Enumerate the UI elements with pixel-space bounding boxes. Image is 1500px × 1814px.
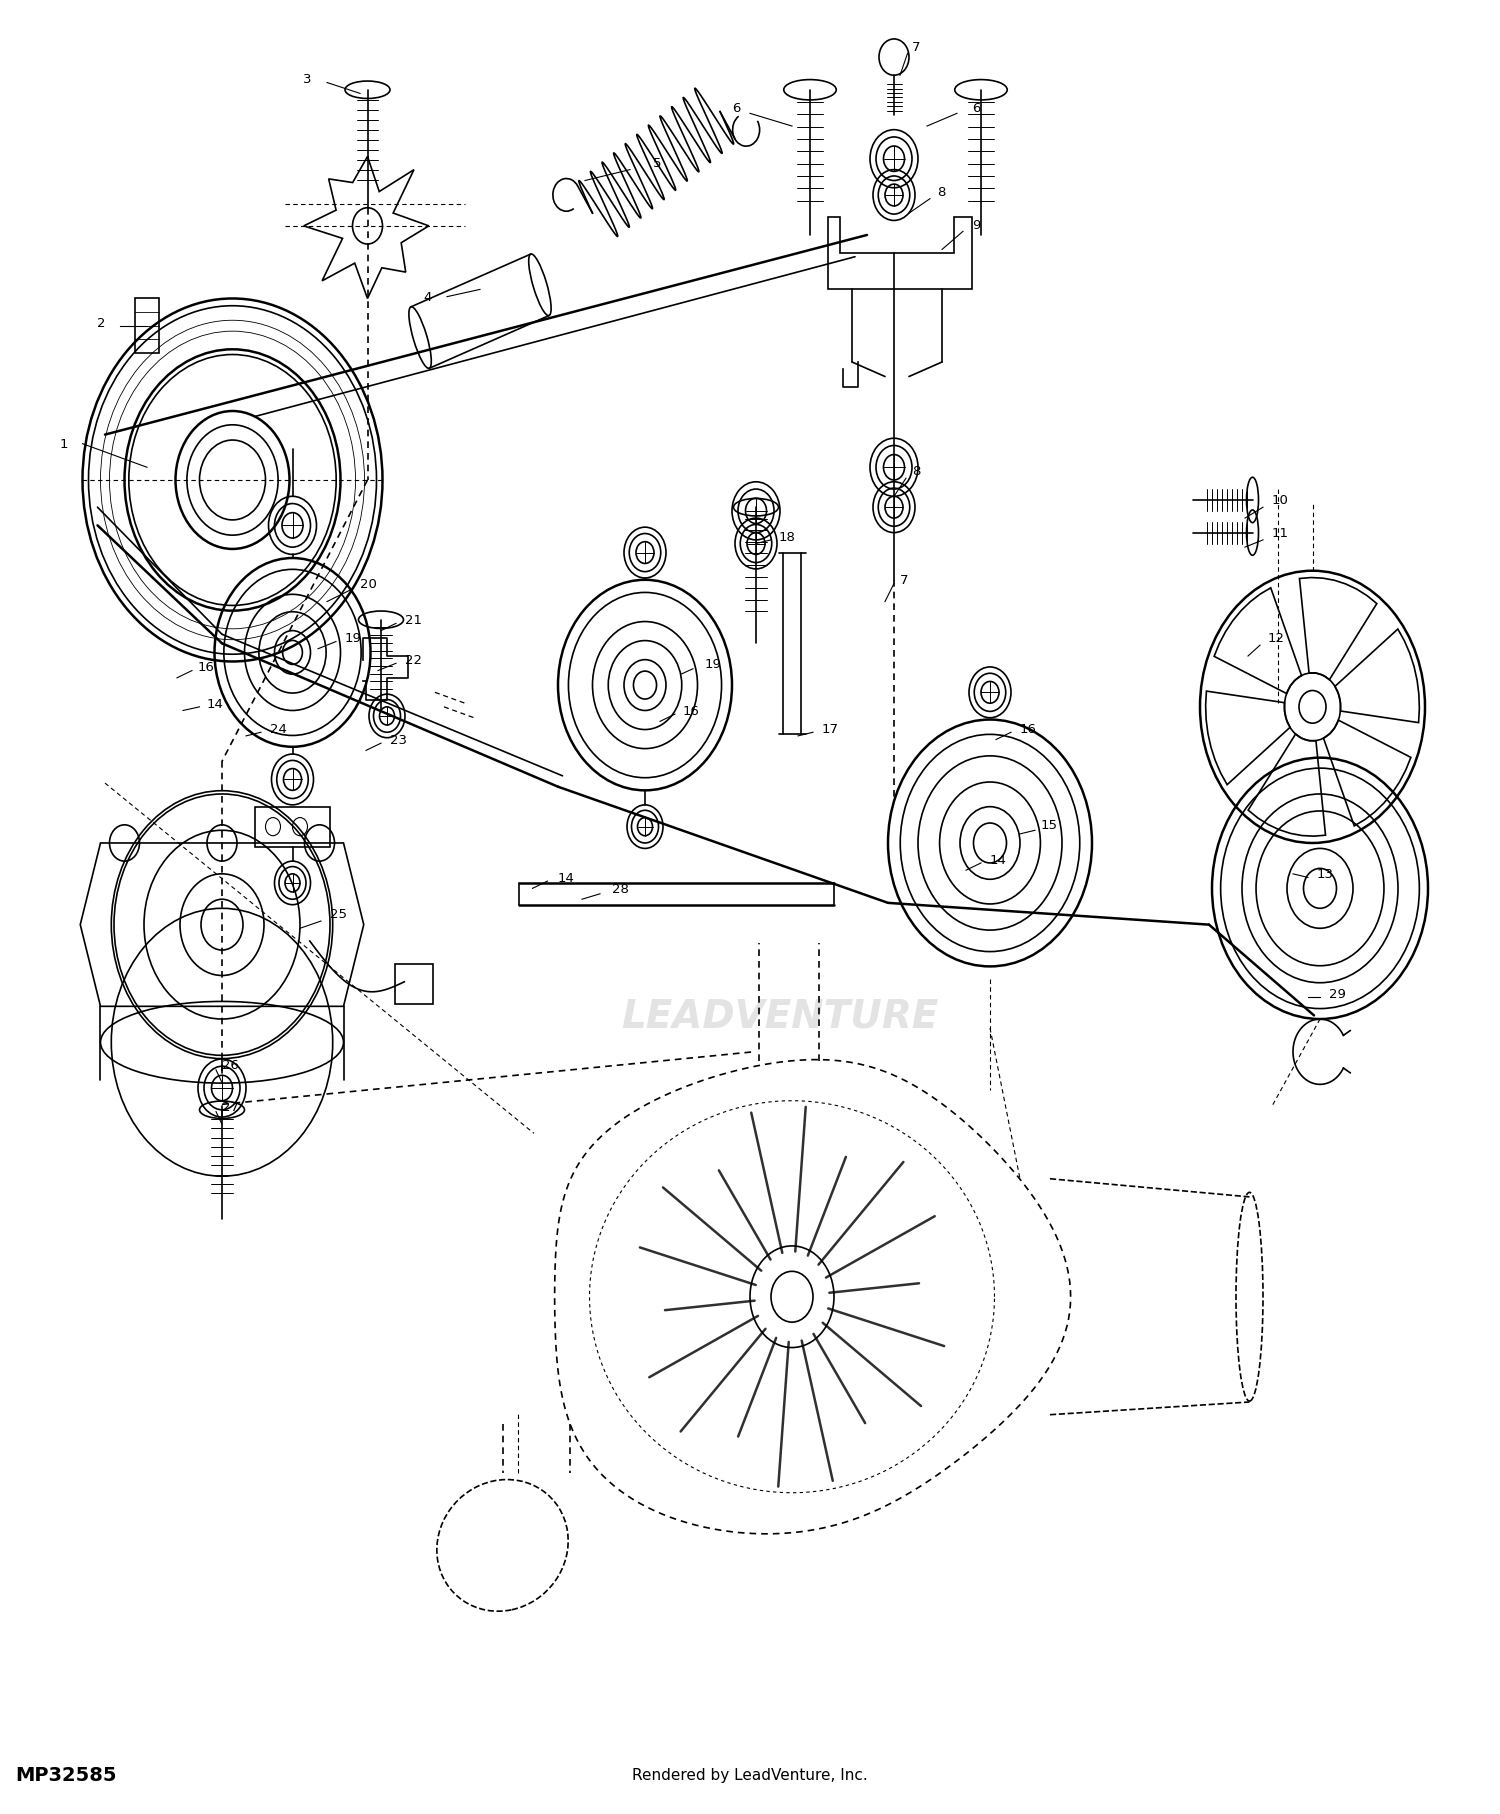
- Text: MP32585: MP32585: [15, 1765, 117, 1783]
- Text: 28: 28: [612, 882, 628, 896]
- Text: 25: 25: [330, 907, 346, 922]
- Text: 11: 11: [1272, 526, 1288, 541]
- Bar: [394, 965, 432, 1005]
- Text: 16: 16: [198, 660, 214, 675]
- Text: 14: 14: [990, 853, 1006, 867]
- Text: 4: 4: [423, 290, 432, 305]
- Text: 2: 2: [98, 316, 106, 330]
- Bar: [135, 299, 159, 354]
- Text: 10: 10: [1272, 493, 1288, 508]
- Text: Rendered by LeadVenture, Inc.: Rendered by LeadVenture, Inc.: [632, 1767, 868, 1781]
- Text: 6: 6: [732, 102, 741, 116]
- Text: 9: 9: [972, 218, 981, 232]
- Text: 27: 27: [222, 1099, 238, 1114]
- Text: 8: 8: [938, 185, 946, 200]
- Text: 21: 21: [405, 613, 422, 628]
- Text: 18: 18: [778, 530, 795, 544]
- Text: 14: 14: [558, 871, 574, 885]
- Text: 7: 7: [900, 573, 909, 588]
- Text: LEADVENTURE: LEADVENTURE: [621, 998, 939, 1034]
- Text: 20: 20: [360, 577, 376, 591]
- Text: 23: 23: [390, 733, 406, 747]
- Text: 24: 24: [270, 722, 286, 736]
- Text: 6: 6: [972, 102, 981, 116]
- Text: 1: 1: [60, 437, 69, 452]
- Text: 29: 29: [1329, 987, 1346, 1001]
- Text: 8: 8: [912, 464, 921, 479]
- Text: 26: 26: [222, 1058, 238, 1072]
- Text: 19: 19: [705, 657, 722, 671]
- Text: 7: 7: [912, 40, 921, 54]
- Text: 15: 15: [1041, 818, 1058, 833]
- Text: 5: 5: [652, 156, 662, 171]
- Text: 22: 22: [405, 653, 422, 668]
- Text: 3: 3: [303, 73, 312, 87]
- Text: 13: 13: [1317, 867, 1334, 882]
- Text: 16: 16: [1020, 722, 1036, 736]
- Text: 14: 14: [207, 697, 224, 711]
- Bar: [255, 807, 330, 847]
- Text: 12: 12: [1268, 631, 1284, 646]
- Text: 19: 19: [345, 631, 362, 646]
- Text: 17: 17: [822, 722, 839, 736]
- Text: 16: 16: [682, 704, 699, 718]
